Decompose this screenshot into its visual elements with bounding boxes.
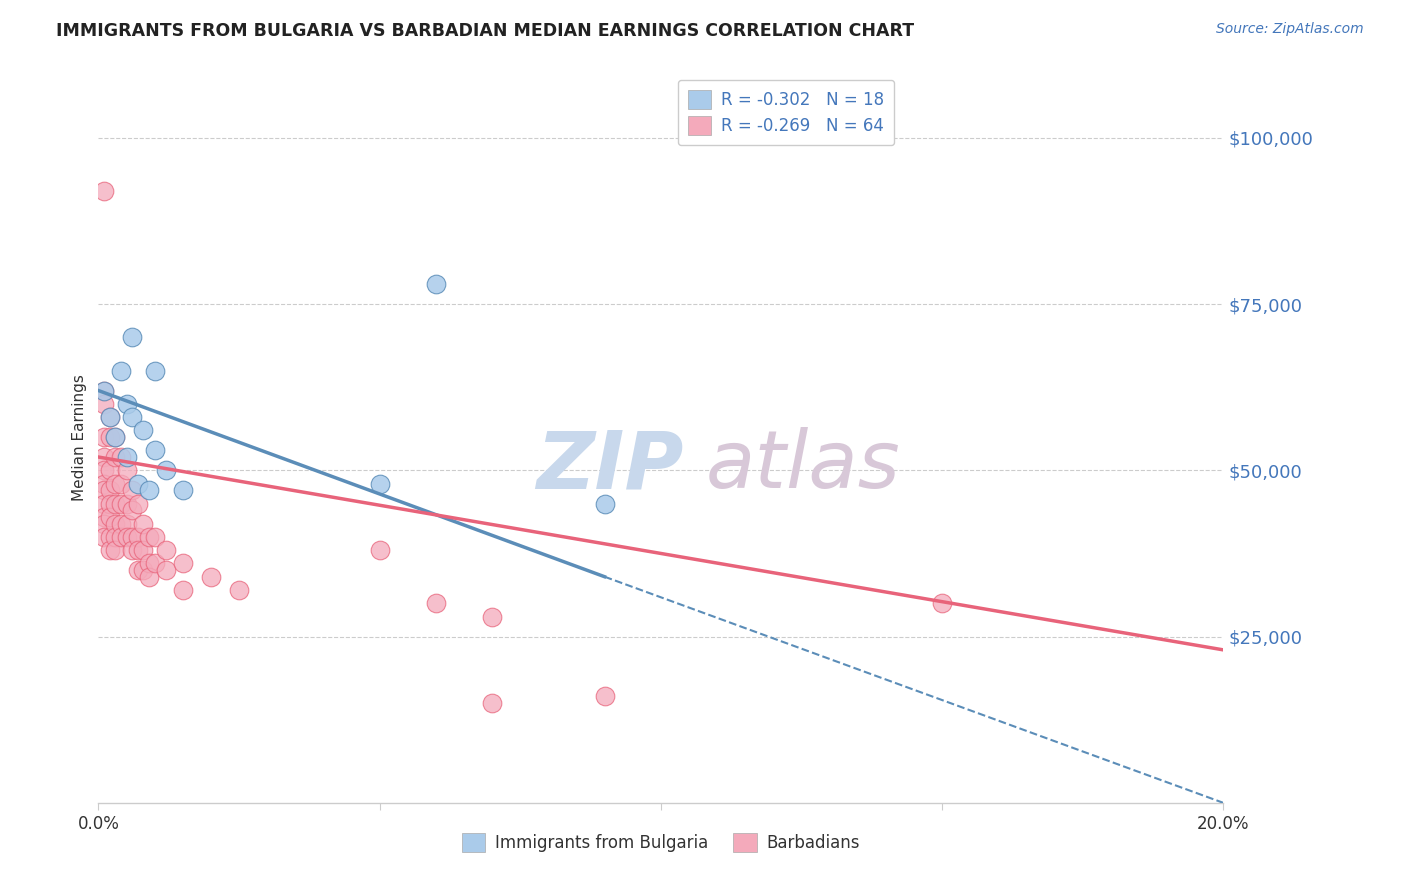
Point	[172, 582, 194, 597]
Point	[110, 530, 132, 544]
Point	[115, 397, 138, 411]
Point	[132, 516, 155, 531]
Text: IMMIGRANTS FROM BULGARIA VS BARBADIAN MEDIAN EARNINGS CORRELATION CHART: IMMIGRANTS FROM BULGARIA VS BARBADIAN ME…	[56, 22, 914, 40]
Point	[110, 516, 132, 531]
Point	[93, 384, 115, 398]
Point	[93, 509, 115, 524]
Point	[138, 570, 160, 584]
Point	[93, 483, 115, 498]
Point	[228, 582, 250, 597]
Point	[115, 463, 138, 477]
Point	[104, 530, 127, 544]
Point	[121, 483, 143, 498]
Point	[104, 430, 127, 444]
Point	[481, 696, 503, 710]
Point	[143, 443, 166, 458]
Point	[93, 476, 115, 491]
Point	[93, 497, 115, 511]
Text: atlas: atlas	[706, 427, 901, 506]
Point	[425, 596, 447, 610]
Point	[93, 184, 115, 198]
Point	[127, 530, 149, 544]
Point	[110, 476, 132, 491]
Point	[143, 530, 166, 544]
Point	[368, 543, 391, 558]
Point	[172, 557, 194, 571]
Point	[104, 430, 127, 444]
Point	[143, 557, 166, 571]
Point	[110, 450, 132, 464]
Point	[368, 476, 391, 491]
Point	[115, 497, 138, 511]
Point	[110, 497, 132, 511]
Point	[104, 497, 127, 511]
Point	[93, 516, 115, 531]
Point	[104, 476, 127, 491]
Point	[93, 463, 115, 477]
Point	[104, 543, 127, 558]
Point	[121, 503, 143, 517]
Point	[593, 497, 616, 511]
Point	[593, 690, 616, 704]
Point	[155, 463, 177, 477]
Point	[127, 476, 149, 491]
Legend: Immigrants from Bulgaria, Barbadians: Immigrants from Bulgaria, Barbadians	[453, 824, 869, 860]
Point	[481, 609, 503, 624]
Point	[138, 483, 160, 498]
Point	[104, 516, 127, 531]
Point	[155, 563, 177, 577]
Point	[931, 596, 953, 610]
Point	[425, 277, 447, 292]
Point	[93, 397, 115, 411]
Point	[121, 530, 143, 544]
Point	[200, 570, 222, 584]
Point	[155, 543, 177, 558]
Point	[127, 497, 149, 511]
Point	[93, 530, 115, 544]
Point	[127, 543, 149, 558]
Point	[172, 483, 194, 498]
Point	[115, 450, 138, 464]
Point	[98, 509, 121, 524]
Point	[98, 410, 121, 425]
Point	[98, 463, 121, 477]
Point	[115, 516, 138, 531]
Point	[121, 543, 143, 558]
Point	[93, 450, 115, 464]
Point	[98, 430, 121, 444]
Point	[138, 557, 160, 571]
Point	[98, 543, 121, 558]
Point	[110, 363, 132, 377]
Text: Source: ZipAtlas.com: Source: ZipAtlas.com	[1216, 22, 1364, 37]
Point	[115, 530, 138, 544]
Point	[138, 530, 160, 544]
Point	[98, 497, 121, 511]
Point	[98, 530, 121, 544]
Point	[127, 563, 149, 577]
Point	[93, 430, 115, 444]
Point	[132, 563, 155, 577]
Point	[132, 424, 155, 438]
Point	[132, 543, 155, 558]
Text: ZIP: ZIP	[536, 427, 683, 506]
Point	[93, 384, 115, 398]
Point	[104, 450, 127, 464]
Point	[98, 410, 121, 425]
Point	[143, 363, 166, 377]
Point	[121, 330, 143, 344]
Point	[121, 410, 143, 425]
Point	[98, 483, 121, 498]
Y-axis label: Median Earnings: Median Earnings	[72, 374, 87, 500]
